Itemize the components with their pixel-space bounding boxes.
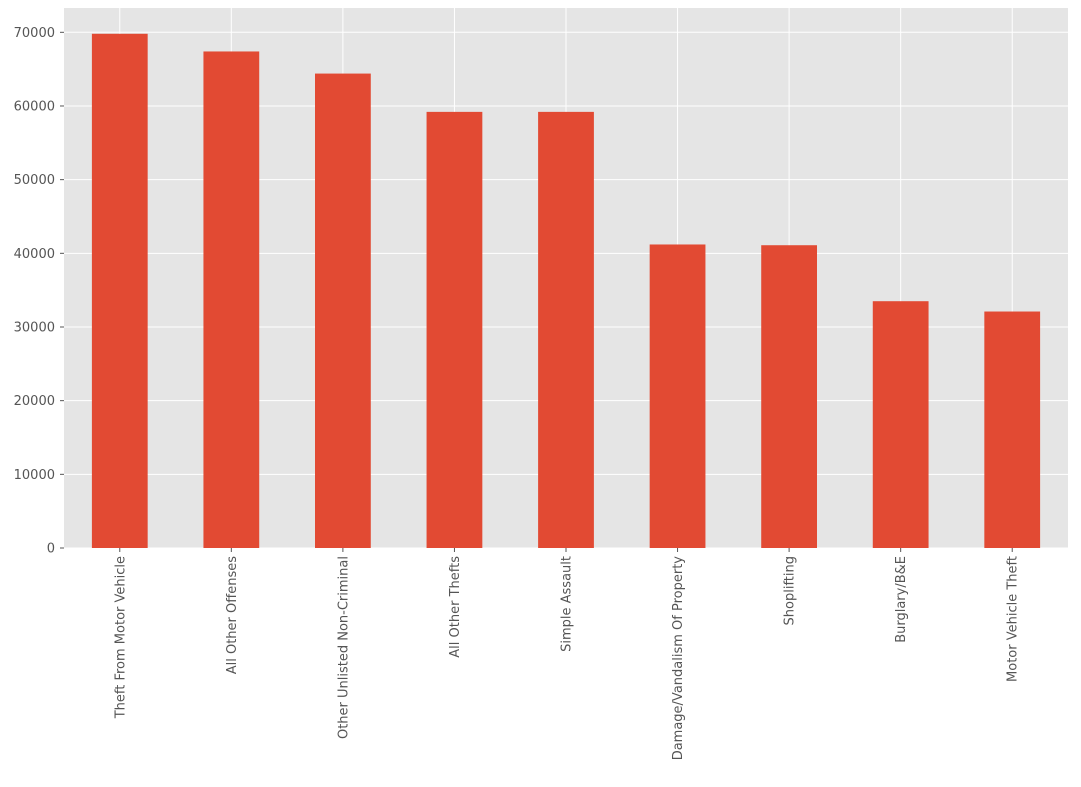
bar — [984, 311, 1041, 548]
y-tick-label: 40000 — [14, 247, 55, 262]
bar — [761, 245, 817, 548]
bar — [872, 301, 929, 548]
x-tick-label: Shoplifting — [783, 556, 798, 625]
x-tick-label: Simple Assault — [560, 556, 575, 652]
bar — [315, 73, 371, 549]
x-tick-label: Damage/Vandalism Of Property — [671, 556, 686, 761]
bar — [649, 244, 706, 548]
x-tick-label: Theft From Motor Vehicle — [113, 556, 128, 719]
x-tick-label: All Other Offenses — [225, 556, 240, 674]
bar — [538, 111, 594, 549]
y-tick-label: 50000 — [14, 173, 55, 188]
y-tick-label: 60000 — [14, 99, 55, 114]
x-tick-label: Burglary/B&E — [894, 556, 909, 643]
x-tick-label: All Other Thefts — [448, 556, 463, 658]
y-tick-label: 0 — [47, 542, 55, 557]
x-tick-label: Motor Vehicle Theft — [1006, 556, 1021, 682]
bar — [426, 111, 483, 549]
x-tick-label: Other Unlisted Non-Criminal — [336, 556, 351, 739]
y-tick-label: 70000 — [14, 26, 55, 41]
bar — [91, 33, 148, 549]
y-tick-label: 30000 — [14, 320, 55, 335]
bar — [203, 51, 260, 548]
y-tick-label: 10000 — [14, 468, 55, 483]
y-tick-label: 20000 — [14, 394, 55, 409]
